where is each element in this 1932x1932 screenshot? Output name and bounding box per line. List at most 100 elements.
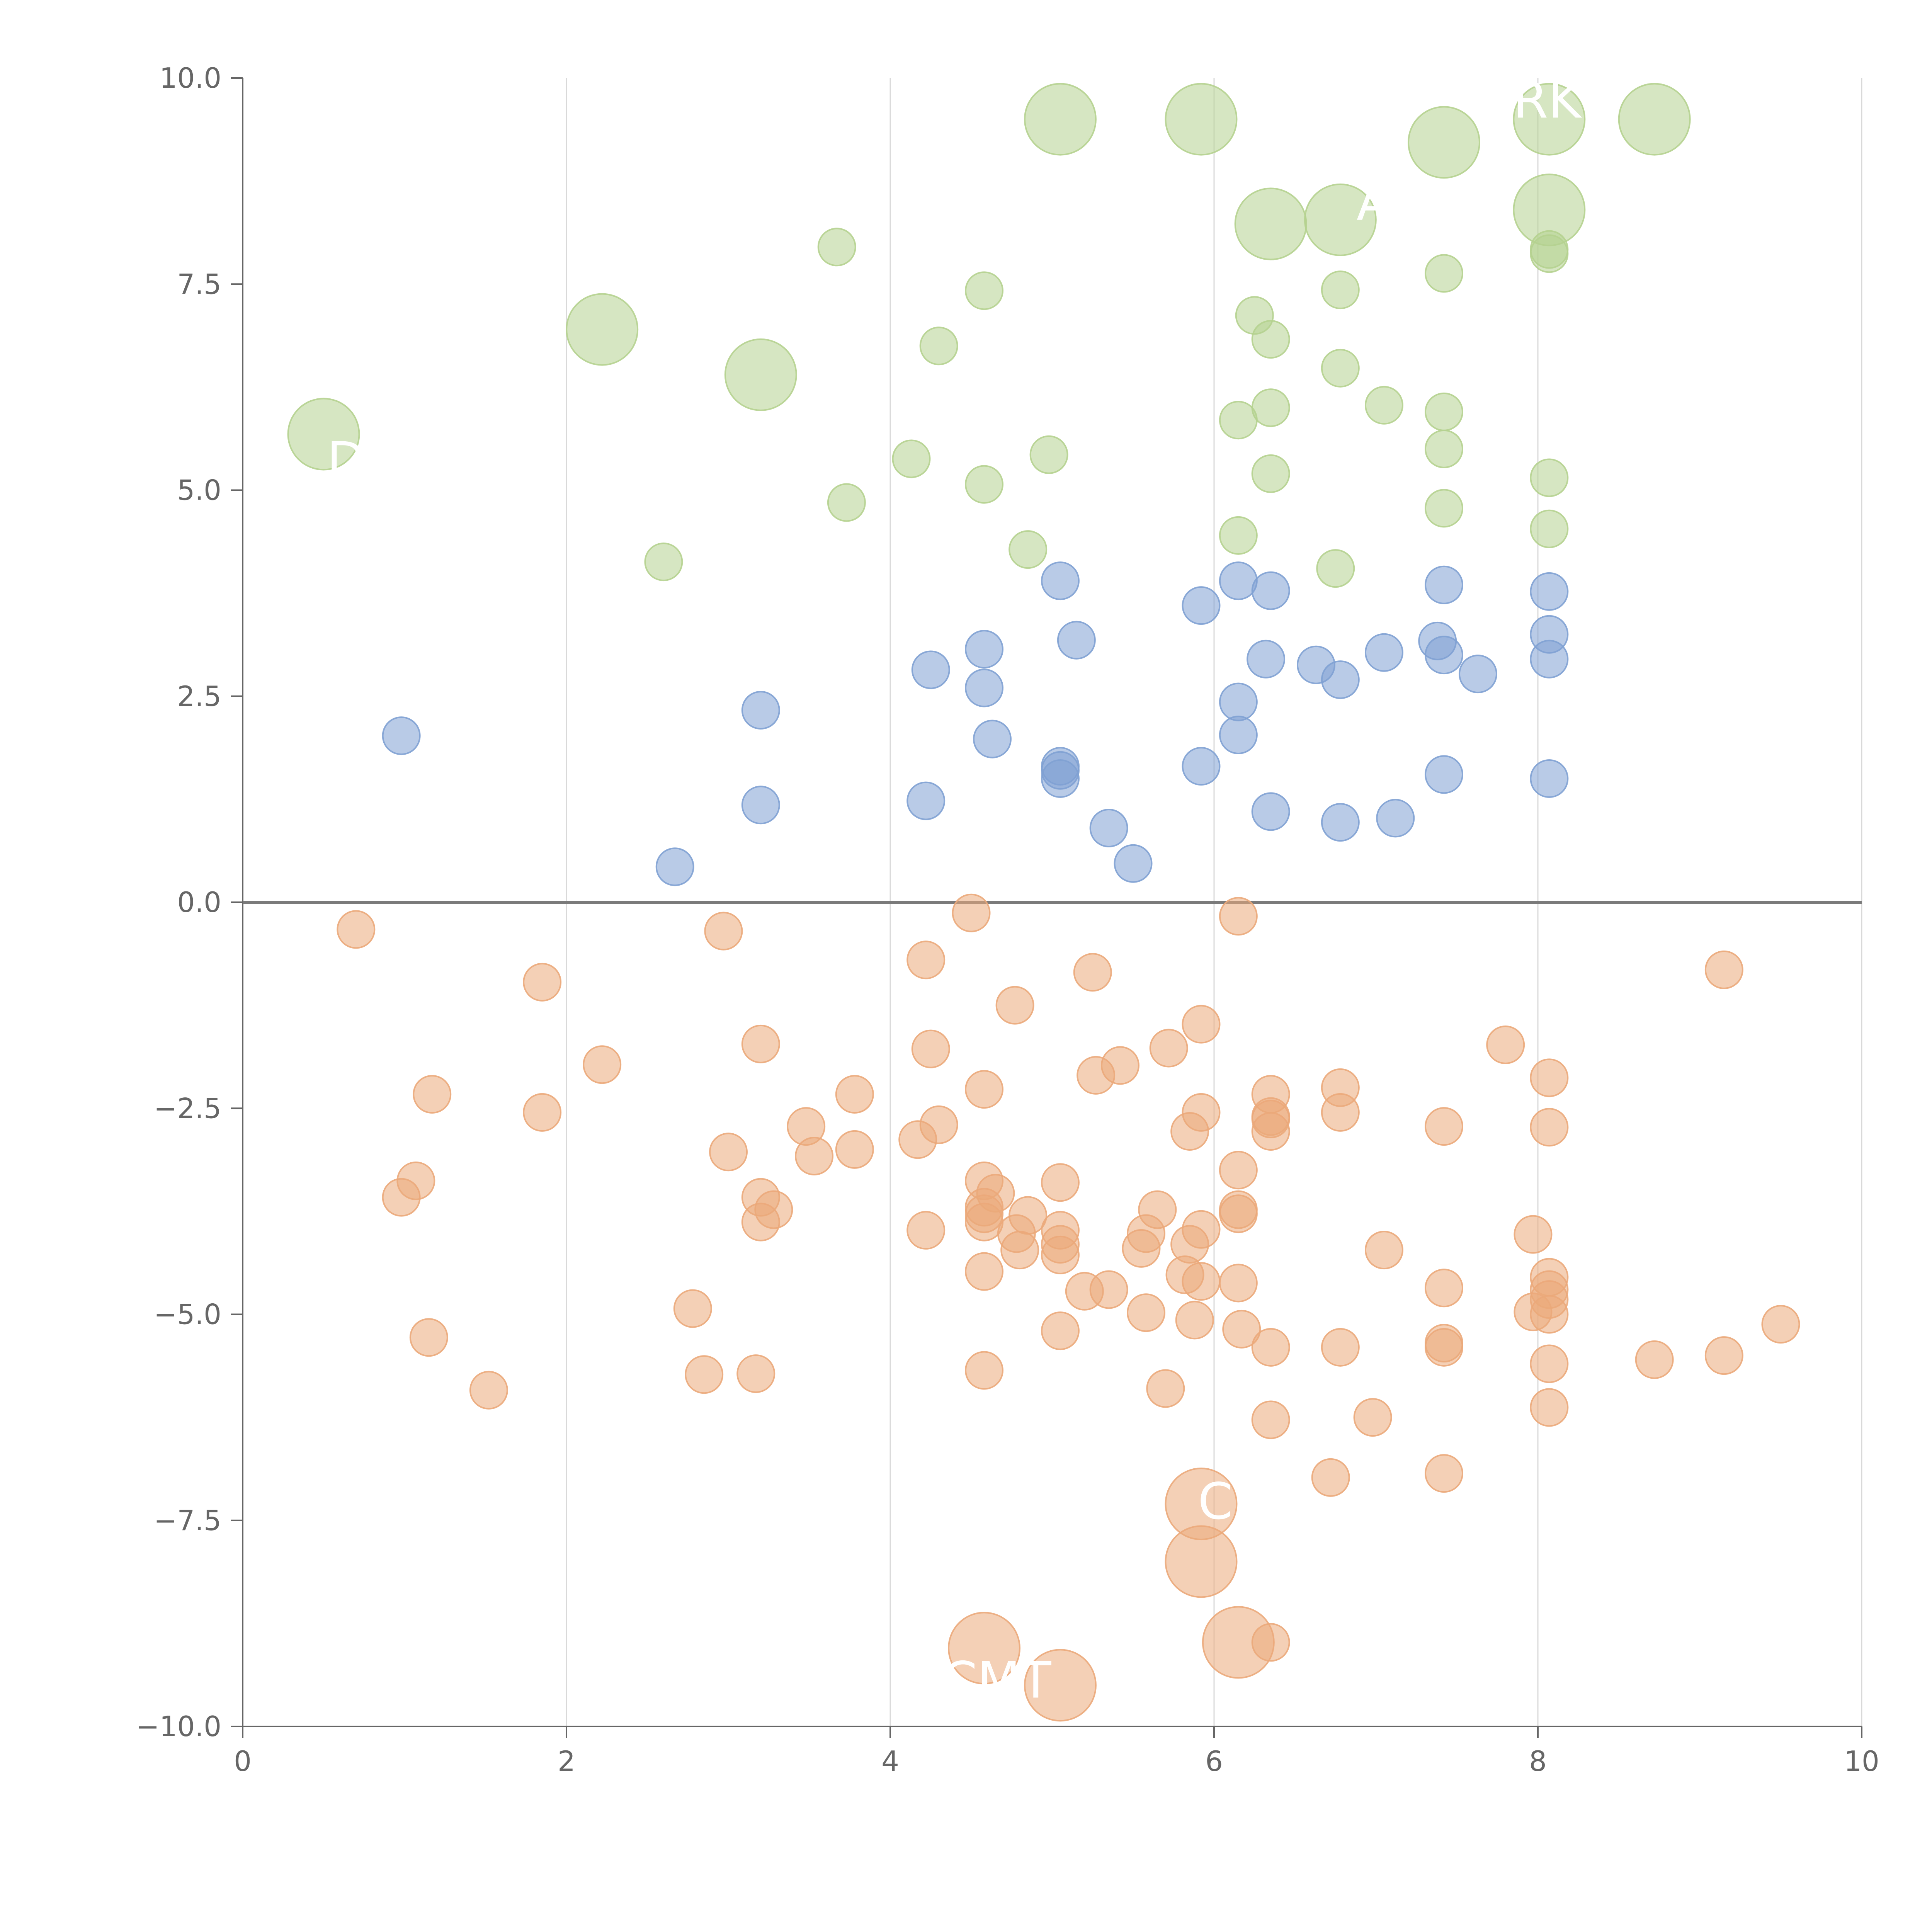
orange-point-58: [1041, 1235, 1080, 1274]
blue-point-3: [1424, 565, 1463, 604]
orange-point-36: [795, 1136, 834, 1175]
orange-point-11: [1182, 1005, 1221, 1044]
y-tick-label-7: 7.5: [177, 268, 221, 300]
green-point-37: [1316, 549, 1355, 588]
green-point-8: [566, 293, 639, 366]
y-tick-label-2: −5.0: [154, 1298, 221, 1331]
blue-point-5: [1182, 586, 1221, 625]
blue-point-31: [906, 781, 946, 820]
green-point-2: [1407, 106, 1480, 179]
orange-point-107: [1024, 1649, 1097, 1722]
blue-point-33: [1321, 803, 1360, 842]
blue-point-37: [655, 847, 694, 886]
y-tick-label-3: −2.5: [154, 1092, 221, 1124]
green-point-1: [1165, 83, 1238, 156]
green-point-5: [1234, 187, 1307, 260]
point-label-1: A: [1357, 173, 1391, 232]
green-point-29: [827, 483, 866, 522]
y-tick-label-4: 0.0: [177, 886, 221, 918]
orange-point-81: [1761, 1305, 1800, 1344]
green-point-31: [1530, 458, 1569, 497]
orange-point-82: [409, 1318, 448, 1357]
y-tick-label-5: 2.5: [177, 680, 221, 713]
orange-point-91: [1530, 1344, 1569, 1383]
orange-point-31: [1251, 1112, 1290, 1151]
orange-point-68: [1182, 1262, 1221, 1301]
orange-point-27: [1321, 1093, 1360, 1132]
blue-point-7: [965, 630, 1004, 669]
orange-point-19: [835, 1075, 874, 1114]
green-point-4: [1618, 83, 1691, 156]
blue-point-8: [911, 650, 950, 689]
blue-point-32: [1251, 792, 1290, 831]
blue-point-0: [1041, 561, 1080, 600]
orange-point-76: [673, 1289, 712, 1328]
orange-point-77: [1127, 1293, 1166, 1332]
orange-point-88: [1424, 1328, 1463, 1367]
orange-point-52: [1219, 1194, 1258, 1233]
blue-point-1: [1219, 561, 1258, 600]
blue-point-34: [1376, 799, 1415, 838]
blue-point-23: [973, 719, 1012, 759]
orange-point-12: [1149, 1029, 1188, 1068]
point-label-2: C: [1198, 1472, 1233, 1531]
green-point-28: [965, 465, 1004, 504]
orange-point-99: [1353, 1398, 1392, 1437]
orange-point-83: [1041, 1311, 1080, 1350]
orange-point-17: [1530, 1058, 1569, 1097]
green-point-0: [1024, 83, 1097, 156]
blue-point-9: [1247, 639, 1286, 679]
orange-point-80: [1530, 1295, 1569, 1334]
point-label-0: MRK: [1470, 71, 1582, 129]
orange-point-5: [1073, 953, 1112, 992]
orange-point-90: [1704, 1336, 1743, 1375]
blue-point-2: [1251, 571, 1290, 610]
blue-point-14: [1424, 636, 1463, 675]
orange-point-18: [413, 1075, 452, 1114]
orange-point-73: [1424, 1269, 1463, 1308]
blue-point-6: [1057, 621, 1096, 660]
orange-point-69: [1219, 1264, 1258, 1303]
y-tick-label-1: −7.5: [154, 1504, 221, 1537]
point-label-4: D: [327, 431, 366, 490]
green-point-9: [724, 338, 797, 411]
orange-point-23: [523, 1093, 562, 1132]
green-point-34: [1530, 509, 1569, 548]
green-point-25: [1424, 429, 1463, 468]
orange-point-94: [965, 1351, 1004, 1390]
green-point-30: [1251, 454, 1290, 493]
blue-point-30: [741, 786, 780, 825]
orange-point-104: [1165, 1525, 1238, 1598]
orange-point-33: [1530, 1108, 1569, 1147]
blue-point-15: [1458, 655, 1497, 694]
orange-point-13: [1486, 1026, 1525, 1065]
orange-point-30: [1170, 1112, 1209, 1151]
x-tick-label-3: 6: [1205, 1745, 1223, 1777]
orange-point-106: [948, 1612, 1021, 1685]
orange-point-38: [1219, 1151, 1258, 1190]
blue-point-12: [1364, 633, 1403, 672]
blue-point-29: [1530, 759, 1569, 798]
orange-point-10: [911, 1029, 950, 1068]
green-point-22: [1251, 388, 1290, 427]
orange-point-93: [736, 1354, 776, 1393]
blue-point-28: [1424, 755, 1463, 794]
orange-point-105: [1202, 1606, 1275, 1679]
orange-point-63: [1122, 1229, 1161, 1268]
green-point-24: [1424, 392, 1463, 431]
blue-point-26: [1041, 759, 1080, 798]
x-tick-label-2: 4: [881, 1745, 899, 1777]
blue-point-22: [741, 691, 780, 730]
green-point-33: [1219, 516, 1258, 555]
blue-point-27: [1182, 747, 1221, 786]
orange-point-84: [1222, 1310, 1261, 1349]
x-tick-label-0: 0: [234, 1745, 252, 1777]
green-point-13: [919, 327, 958, 366]
orange-point-40: [382, 1178, 421, 1217]
orange-point-65: [1364, 1231, 1403, 1270]
orange-point-75: [1089, 1270, 1128, 1309]
orange-point-7: [523, 963, 562, 1002]
green-point-18: [1321, 270, 1360, 310]
x-tick-label-4: 8: [1529, 1745, 1547, 1777]
